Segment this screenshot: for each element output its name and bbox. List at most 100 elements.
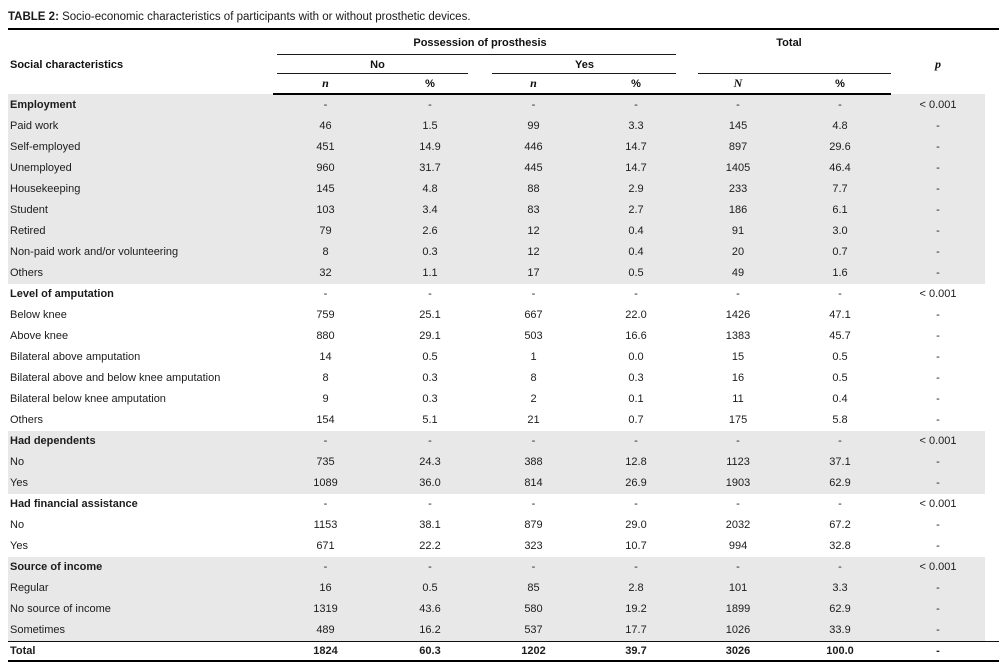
cell-total-pct: 100.0 — [789, 641, 892, 661]
cell-p-value: - — [891, 242, 1000, 263]
cell-yes-n: 88 — [482, 179, 585, 200]
cell-total-pct: 62.9 — [789, 599, 892, 620]
cell-no-n: 1153 — [313, 519, 338, 531]
col-header-yes-n: n — [482, 74, 585, 95]
cell-yes-n: - — [531, 288, 536, 300]
table-row: Below knee 759 25.1 667 22.0 1426 47.1 - — [8, 305, 999, 326]
cell-no-n: 32 — [273, 263, 378, 284]
row-label: Sometimes — [8, 620, 273, 642]
cell-yes-n: 17 — [482, 263, 585, 284]
cell-yes-pct: - — [585, 94, 688, 116]
row-label: Housekeeping — [8, 179, 273, 200]
cell-no-pct: 0.3 — [378, 242, 482, 263]
cell-total-pct: 47.1 — [829, 309, 851, 321]
possession-group-label: Possession of prosthesis — [413, 36, 547, 49]
col-header-p: p — [891, 29, 999, 94]
cell-p-value: - — [936, 372, 940, 384]
table-row: Unemployed 960 31.7 445 14.7 1405 46.4- — [8, 158, 1000, 179]
cell-p-value: - — [936, 393, 940, 405]
cell-total-pct: - — [838, 288, 842, 300]
cell-total-pct: 0.5 — [832, 372, 848, 384]
cell-no-n: 145 — [273, 179, 378, 200]
row-label: Retired — [8, 221, 273, 242]
table-row: Housekeeping 145 4.8 88 2.9 233 7.7- — [8, 179, 1000, 200]
cell-yes-pct: 26.9 — [585, 473, 688, 494]
cell-yes-n: 537 — [482, 620, 585, 642]
cell-p-value: - — [936, 519, 940, 531]
cell-p-value: - — [936, 309, 940, 321]
cell-no-pct: 60.3 — [378, 641, 482, 661]
table-row: Non-paid work and/or volunteering 8 0.3 12 0… — [8, 242, 1000, 263]
yes-underline — [492, 73, 677, 74]
row-label: Below knee — [10, 309, 67, 321]
p-label: p — [935, 57, 942, 71]
cell-yes-pct: - — [585, 431, 688, 452]
cell-total-pct: 3.0 — [789, 221, 892, 242]
total-underline-cell — [687, 55, 892, 74]
cell-yes-n: 99 — [482, 116, 585, 137]
cell-p-value: - — [891, 599, 1000, 620]
cell-no-n: - — [323, 288, 328, 300]
row-label: Unemployed — [8, 158, 273, 179]
cell-no-pct: 0.5 — [422, 351, 438, 363]
row-label: Bilateral below knee amputation — [10, 393, 166, 405]
cell-yes-pct: 3.3 — [585, 116, 688, 137]
cell-total-pct: 0.7 — [789, 242, 892, 263]
section-header-row: Had financial assistance - - - - - - < 0.001 — [8, 494, 999, 515]
table-row: No 1153 38.1 879 29.0 2032 67.2 - — [8, 515, 999, 536]
cell-no-n: 451 — [273, 137, 378, 158]
table-caption: TABLE 2: Socio-economic characteristics … — [8, 10, 999, 25]
n-label: n — [322, 76, 329, 90]
cell-p-value: - — [891, 473, 1000, 494]
cell-total-n: 15 — [731, 351, 745, 363]
cell-no-pct: 0.3 — [422, 372, 438, 384]
cell-p-value: - — [891, 179, 1000, 200]
cell-p-value: - — [891, 158, 1000, 179]
cell-total-n: - — [687, 431, 790, 452]
cell-yes-n: - — [531, 498, 536, 510]
cell-p-value: < 0.001 — [891, 557, 1000, 578]
cell-total-pct: 0.5 — [832, 351, 848, 363]
table-header: Social characteristics Possession of pro… — [8, 29, 999, 95]
cell-yes-pct: 2.9 — [585, 179, 688, 200]
cell-no-pct: 0.3 — [422, 393, 438, 405]
cell-no-n: 103 — [273, 200, 378, 221]
cell-p-value: < 0.001 — [891, 431, 1000, 452]
cell-total-n: - — [736, 498, 740, 510]
row-label: Total — [8, 641, 273, 661]
cell-no-pct: - — [378, 431, 482, 452]
cell-p-value: - — [891, 641, 1000, 661]
row-label: Self-employed — [8, 137, 273, 158]
cell-no-pct: 1.5 — [378, 116, 482, 137]
header-row-subgroups: No Yes — [8, 55, 999, 74]
table-row: Bilateral below knee amputation 9 0.3 2 0.1 1… — [8, 389, 999, 410]
cell-yes-n: 879 — [524, 519, 543, 531]
cell-no-pct: 3.4 — [378, 200, 482, 221]
cell-total-n: 994 — [728, 540, 748, 552]
cell-no-n: 46 — [273, 116, 378, 137]
row-label: Bilateral above and below knee amputatio… — [10, 372, 221, 384]
col-header-no-n: n — [273, 74, 378, 95]
cell-total-n: 1899 — [687, 599, 790, 620]
cell-total-n: 233 — [687, 179, 790, 200]
cell-total-pct: 7.7 — [789, 179, 892, 200]
cell-yes-pct: 0.4 — [585, 242, 688, 263]
cell-p-value: - — [891, 452, 1000, 473]
row-label: Student — [8, 200, 273, 221]
social-characteristics-label: Social characteristics — [10, 59, 124, 71]
cell-yes-n: - — [482, 557, 585, 578]
cell-p-value: - — [891, 263, 1000, 284]
cell-no-pct: 25.1 — [419, 309, 441, 321]
col-group-no: No — [273, 55, 482, 74]
cell-total-pct: 62.9 — [789, 473, 892, 494]
cell-p-value: < 0.001 — [919, 498, 957, 510]
cell-yes-pct: 0.5 — [585, 263, 688, 284]
cell-yes-pct: 22.0 — [625, 309, 647, 321]
cell-no-pct: 4.8 — [378, 179, 482, 200]
cell-yes-pct: 39.7 — [585, 641, 688, 661]
cell-no-pct: 5.1 — [422, 414, 438, 426]
cell-yes-pct: 29.0 — [625, 519, 647, 531]
cell-no-pct: 22.2 — [419, 540, 441, 552]
cell-total-pct: 37.1 — [789, 452, 892, 473]
cell-total-n: 11 — [732, 393, 744, 405]
